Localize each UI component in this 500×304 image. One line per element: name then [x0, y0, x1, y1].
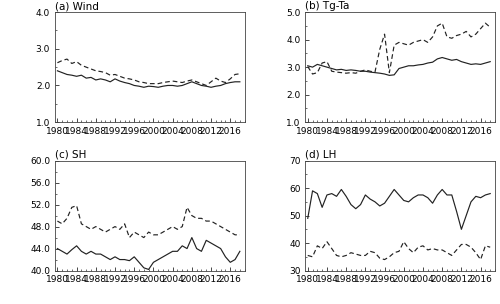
Text: (b) Tg-Ta: (b) Tg-Ta	[306, 2, 350, 11]
Text: (c) SH: (c) SH	[55, 150, 86, 160]
Text: (a) Wind: (a) Wind	[55, 2, 99, 11]
Text: (d) LH: (d) LH	[306, 150, 336, 160]
